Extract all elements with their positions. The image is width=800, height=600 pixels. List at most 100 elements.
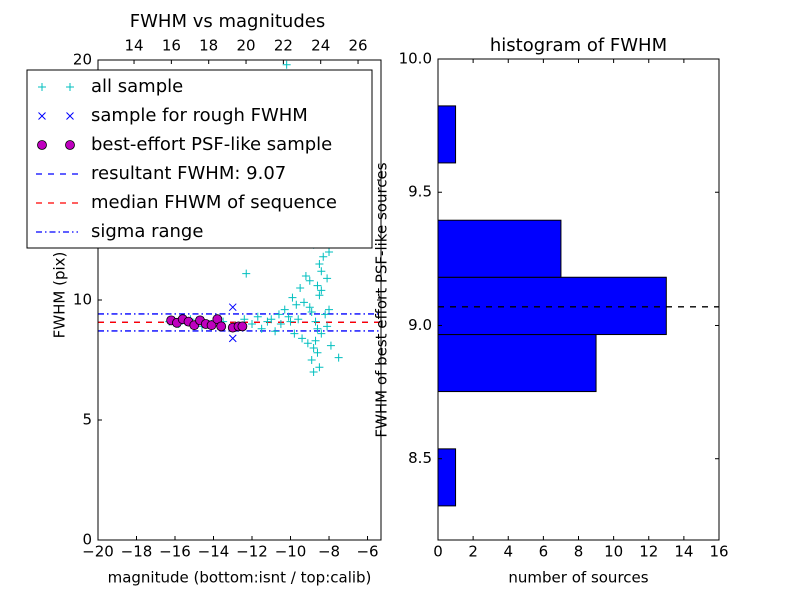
point <box>323 322 332 331</box>
point <box>237 321 248 332</box>
bar <box>437 219 562 278</box>
x-axis-label: number of sources <box>508 569 648 587</box>
legend-marker <box>66 83 74 91</box>
chart-title: histogram of FWHM <box>490 35 667 56</box>
x-tick-label: −12 <box>236 543 268 561</box>
point <box>325 248 334 256</box>
x-tick-label: 4 <box>503 543 513 561</box>
point <box>321 310 330 319</box>
point <box>228 303 237 312</box>
point <box>319 252 328 261</box>
point <box>317 286 326 295</box>
point <box>286 317 295 326</box>
point <box>301 272 310 280</box>
point <box>298 334 307 343</box>
point <box>257 324 266 333</box>
chart-title: FWHM vs magnitudes <box>130 11 325 32</box>
legend-marker <box>38 83 46 91</box>
x2-tick-label: 14 <box>124 37 143 55</box>
point <box>271 327 280 336</box>
point <box>309 344 318 352</box>
point <box>253 312 262 321</box>
y-axis-label: FWHM of best effort PSF-like sources <box>373 162 391 437</box>
legend-label: resultant FWHM: 9.07 <box>91 163 286 184</box>
x-tick-label: −20 <box>82 543 114 561</box>
legend-box <box>26 69 373 249</box>
point <box>305 303 314 312</box>
legend-label: sigma range <box>91 221 203 242</box>
legend-marker <box>65 140 75 150</box>
x2-tick-label: 18 <box>199 37 218 55</box>
x-tick-label: −6 <box>356 543 378 561</box>
point <box>248 320 257 328</box>
point <box>303 339 312 348</box>
point <box>334 353 343 362</box>
point <box>240 315 249 324</box>
point <box>228 334 237 343</box>
point <box>323 274 332 283</box>
bar <box>437 448 457 507</box>
x-tick-label: 0 <box>433 543 443 561</box>
point <box>313 348 322 357</box>
point <box>267 315 276 324</box>
point <box>315 363 324 372</box>
point <box>311 317 320 326</box>
legend-label: median FHWM of sequence <box>91 192 337 213</box>
point <box>280 305 289 314</box>
point <box>206 320 217 331</box>
x2-tick-label: 20 <box>236 37 255 55</box>
point <box>317 267 326 276</box>
point <box>292 300 301 309</box>
point <box>313 281 322 290</box>
x-axis-label: magnitude (bottom:isnt / top:calib) <box>108 569 372 587</box>
x-tick-label: −14 <box>198 543 230 561</box>
point <box>309 368 318 376</box>
point <box>315 260 324 268</box>
point <box>284 312 293 321</box>
legend-marker <box>66 112 74 120</box>
legend-label: sample for rough FWHM <box>91 105 308 126</box>
point <box>242 269 251 278</box>
x-tick-label: 2 <box>468 543 478 561</box>
x-tick-label: 14 <box>674 543 693 561</box>
bar <box>437 334 597 393</box>
point <box>290 329 299 338</box>
y-tick-label: 5 <box>82 411 92 429</box>
point <box>305 276 314 285</box>
legend-marker <box>38 112 46 120</box>
point <box>274 310 283 319</box>
x-tick-label: 10 <box>604 543 623 561</box>
y-tick-label: 9.5 <box>408 183 432 201</box>
point <box>317 329 326 338</box>
x2-tick-label: 26 <box>348 37 367 55</box>
y-tick-label: 10 <box>73 291 92 309</box>
legend-label: all sample <box>91 76 183 97</box>
point <box>299 298 308 307</box>
point <box>311 336 320 345</box>
y-tick-label: 20 <box>73 51 92 69</box>
point <box>307 356 316 364</box>
x2-tick-label: 22 <box>274 37 293 55</box>
bar <box>437 105 457 164</box>
x-tick-label: −10 <box>275 543 307 561</box>
x-tick-label: −8 <box>318 543 340 561</box>
point <box>315 291 324 300</box>
point <box>276 320 285 328</box>
y-axis-label: FWHM (pix) <box>51 252 69 339</box>
x-tick-label: −16 <box>159 543 191 561</box>
legend-label: best-effort PSF-like sample <box>91 134 332 155</box>
x2-tick-label: 24 <box>311 37 330 55</box>
x-tick-label: −18 <box>121 543 153 561</box>
x2-tick-label: 16 <box>162 37 181 55</box>
point <box>282 60 291 69</box>
legend-marker <box>37 140 47 150</box>
y-tick-label: 10.0 <box>399 50 432 68</box>
point <box>313 324 322 333</box>
y-tick-label: 9.0 <box>408 316 432 334</box>
point <box>294 315 303 324</box>
y-tick-label: 0 <box>82 531 92 549</box>
point <box>325 305 334 314</box>
x-tick-label: 16 <box>709 543 728 561</box>
legend: all sample sample for rough FWHM best-effo… <box>26 69 373 249</box>
